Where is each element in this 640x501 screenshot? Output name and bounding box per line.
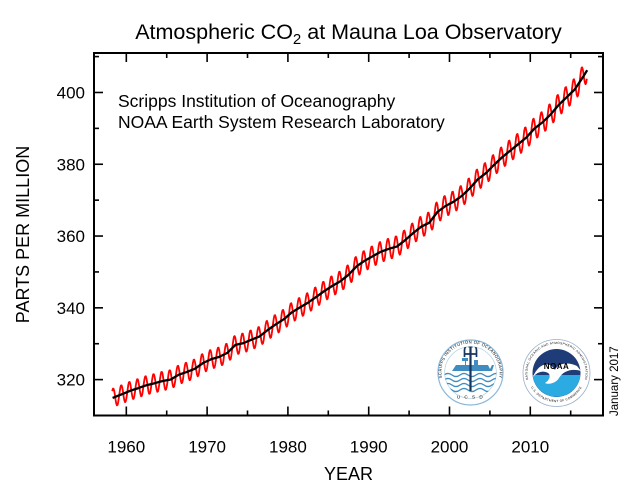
y-tick-label: 320	[57, 371, 85, 390]
x-axis-title: YEAR	[324, 464, 373, 484]
scripps-logo: SCRIPPS INSTITUTION OF OCEANOGRAPHY U C …	[437, 339, 504, 406]
y-tick-label: 360	[57, 227, 85, 246]
y-axis-title: PARTS PER MILLION	[13, 146, 33, 323]
y-tick-label: 400	[57, 83, 85, 102]
chart-title-suffix: at Mauna Loa Observatory	[301, 20, 562, 44]
x-tick-label: 1990	[350, 438, 388, 457]
title-subscript: 2	[293, 31, 301, 48]
chart-title-text: Atmospheric CO	[135, 20, 293, 44]
x-tick-label: 1970	[188, 438, 226, 457]
plot-frame	[93, 52, 604, 417]
plot-area: 1960 1970 1980 1990 2000 2010 320 340 360 380 400	[57, 52, 604, 457]
waves-icon	[444, 372, 497, 393]
chart-title: Atmospheric CO2 at Mauna Loa Observatory	[135, 20, 562, 48]
scripps-ucsd-text: U C S D	[457, 395, 484, 400]
date-stamp: January 2017	[609, 346, 621, 416]
noaa-logo: NATIONAL OCEANIC AND ATMOSPHERIC ADMINIS…	[522, 339, 591, 407]
noaa-wordmark: NOAA	[544, 362, 570, 371]
ship-icon	[452, 358, 494, 371]
gull-icon	[533, 363, 581, 384]
x-tick-label: 1960	[107, 438, 145, 457]
trident-icon	[463, 346, 478, 391]
trend-co2-line	[112, 69, 589, 399]
x-tick-label: 1980	[269, 438, 307, 457]
y-tick-label: 380	[57, 155, 85, 174]
x-tick-label: 2010	[511, 438, 549, 457]
annotation-line-1: Scripps Institution of Oceanography	[118, 91, 395, 111]
x-tick-label: 2000	[431, 438, 469, 457]
noaa-ocean	[532, 375, 581, 397]
annotation-line-2: NOAA Earth System Research Laboratory	[118, 112, 445, 132]
y-tick-label: 340	[57, 299, 85, 318]
